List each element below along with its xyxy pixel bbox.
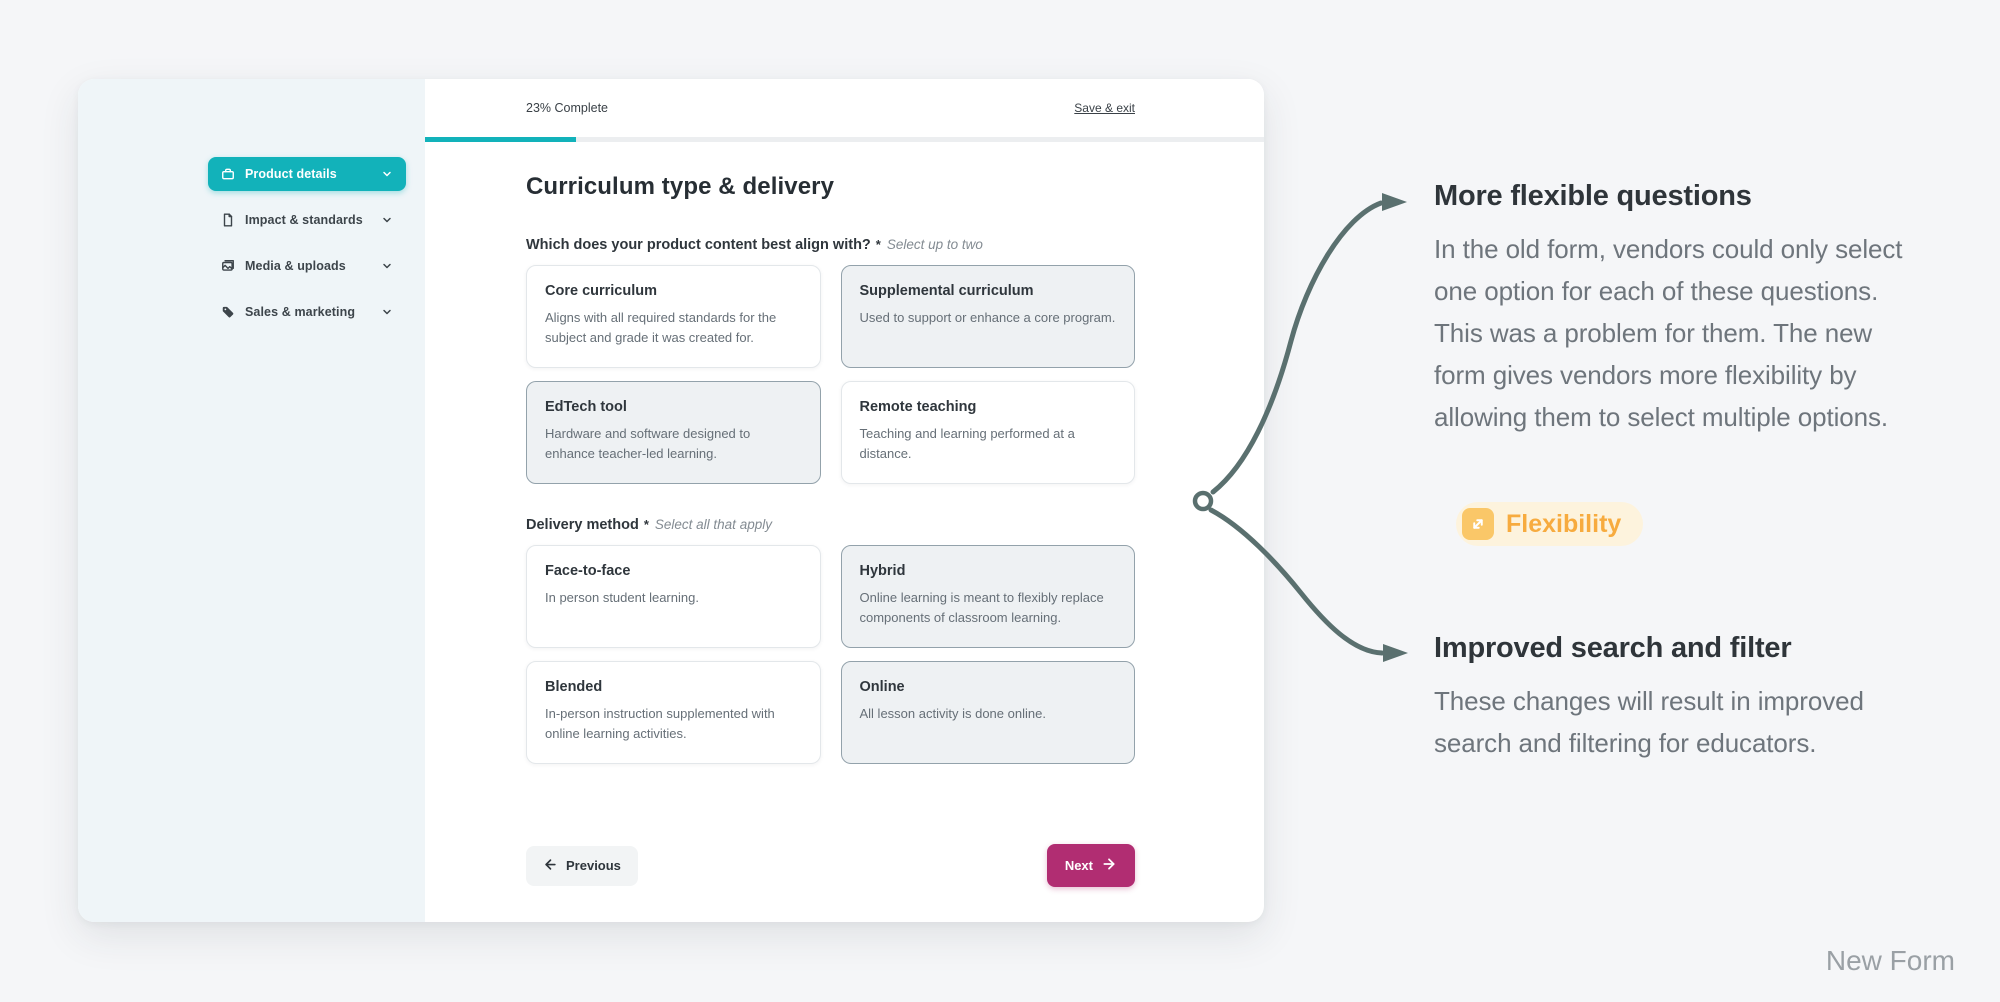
question-2-label: Delivery method * Select all that apply <box>526 517 772 533</box>
question-1-hint: Select up to two <box>886 237 983 252</box>
option-card-face-to-face[interactable]: Face-to-face In person student learning. <box>526 545 821 648</box>
question-1-options: Core curriculum Aligns with all required… <box>526 265 1135 484</box>
option-card-blended[interactable]: Blended In-person instruction supplement… <box>526 661 821 764</box>
document-icon <box>221 213 235 227</box>
chevron-down-icon <box>381 214 393 226</box>
expand-icon <box>1462 508 1494 540</box>
flexibility-badge: Flexibility <box>1456 502 1644 546</box>
sidebar-item-product-details[interactable]: Product details <box>208 157 406 191</box>
chevron-down-icon <box>381 306 393 318</box>
previous-button[interactable]: Previous <box>526 845 638 886</box>
save-exit-link[interactable]: Save & exit <box>1074 101 1135 115</box>
sidebar: Product details Impact & standards Media… <box>78 79 425 922</box>
page-title: Curriculum type & delivery <box>526 173 835 200</box>
annotation-body: In the old form, vendors could only sele… <box>1434 234 1903 432</box>
arrowhead-top <box>1382 193 1407 211</box>
progress-label: 23% Complete <box>526 101 608 115</box>
briefcase-icon <box>221 167 235 181</box>
sidebar-item-impact-standards[interactable]: Impact & standards <box>208 203 406 237</box>
media-icon <box>221 259 235 273</box>
option-card-supplemental-curriculum[interactable]: Supplemental curriculum Used to support … <box>840 265 1135 368</box>
annotation-body: These changes will result in improved se… <box>1434 686 1864 758</box>
form-content: Curriculum type & delivery Which does yo… <box>425 142 1264 922</box>
annotation-improved-search: Improved search and filter These changes… <box>1434 632 1916 764</box>
form-window: Product details Impact & standards Media… <box>78 79 1264 922</box>
next-button[interactable]: Next <box>1046 844 1135 887</box>
question-1-label: Which does your product content best ali… <box>526 237 983 253</box>
chevron-down-icon <box>381 260 393 272</box>
sidebar-item-label: Sales & marketing <box>245 305 356 319</box>
progress-fill <box>425 137 577 142</box>
arrowhead-bottom <box>1383 644 1408 662</box>
annotation-title: Improved search and filter <box>1434 632 1792 664</box>
sidebar-item-label: Impact & standards <box>245 213 363 227</box>
progress-bar <box>425 137 1264 142</box>
sidebar-item-label: Media & uploads <box>245 259 346 273</box>
arrow-left-icon <box>543 857 558 875</box>
chevron-down-icon <box>381 168 393 180</box>
annotation-title: More flexible questions <box>1434 180 1752 212</box>
sidebar-item-media-uploads[interactable]: Media & uploads <box>208 249 406 283</box>
option-card-remote-teaching[interactable]: Remote teaching Teaching and learning pe… <box>840 381 1135 484</box>
option-card-edtech-tool[interactable]: EdTech tool Hardware and software design… <box>526 381 821 484</box>
badge-label: Flexibility <box>1506 509 1622 538</box>
arrow-right-icon <box>1101 856 1117 875</box>
sidebar-item-sales-marketing[interactable]: Sales & marketing <box>208 295 406 329</box>
option-card-online[interactable]: Online All lesson activity is done onlin… <box>840 661 1135 764</box>
tag-icon <box>221 305 235 319</box>
option-card-core-curriculum[interactable]: Core curriculum Aligns with all required… <box>526 265 821 368</box>
question-2-options: Face-to-face In person student learning.… <box>526 545 1135 764</box>
question-2-hint: Select all that apply <box>654 517 772 532</box>
topbar: 23% Complete Save & exit <box>425 79 1264 137</box>
form-footer: Previous Next <box>526 844 1135 887</box>
required-asterisk: * <box>875 237 881 252</box>
annotation-flexible-questions: More flexible questions In the old form,… <box>1434 180 1916 438</box>
figure-caption: New Form <box>1825 945 1955 976</box>
option-card-hybrid[interactable]: Hybrid Online learning is meant to flexi… <box>840 545 1135 648</box>
sidebar-item-label: Product details <box>245 167 337 181</box>
required-asterisk: * <box>643 517 649 532</box>
